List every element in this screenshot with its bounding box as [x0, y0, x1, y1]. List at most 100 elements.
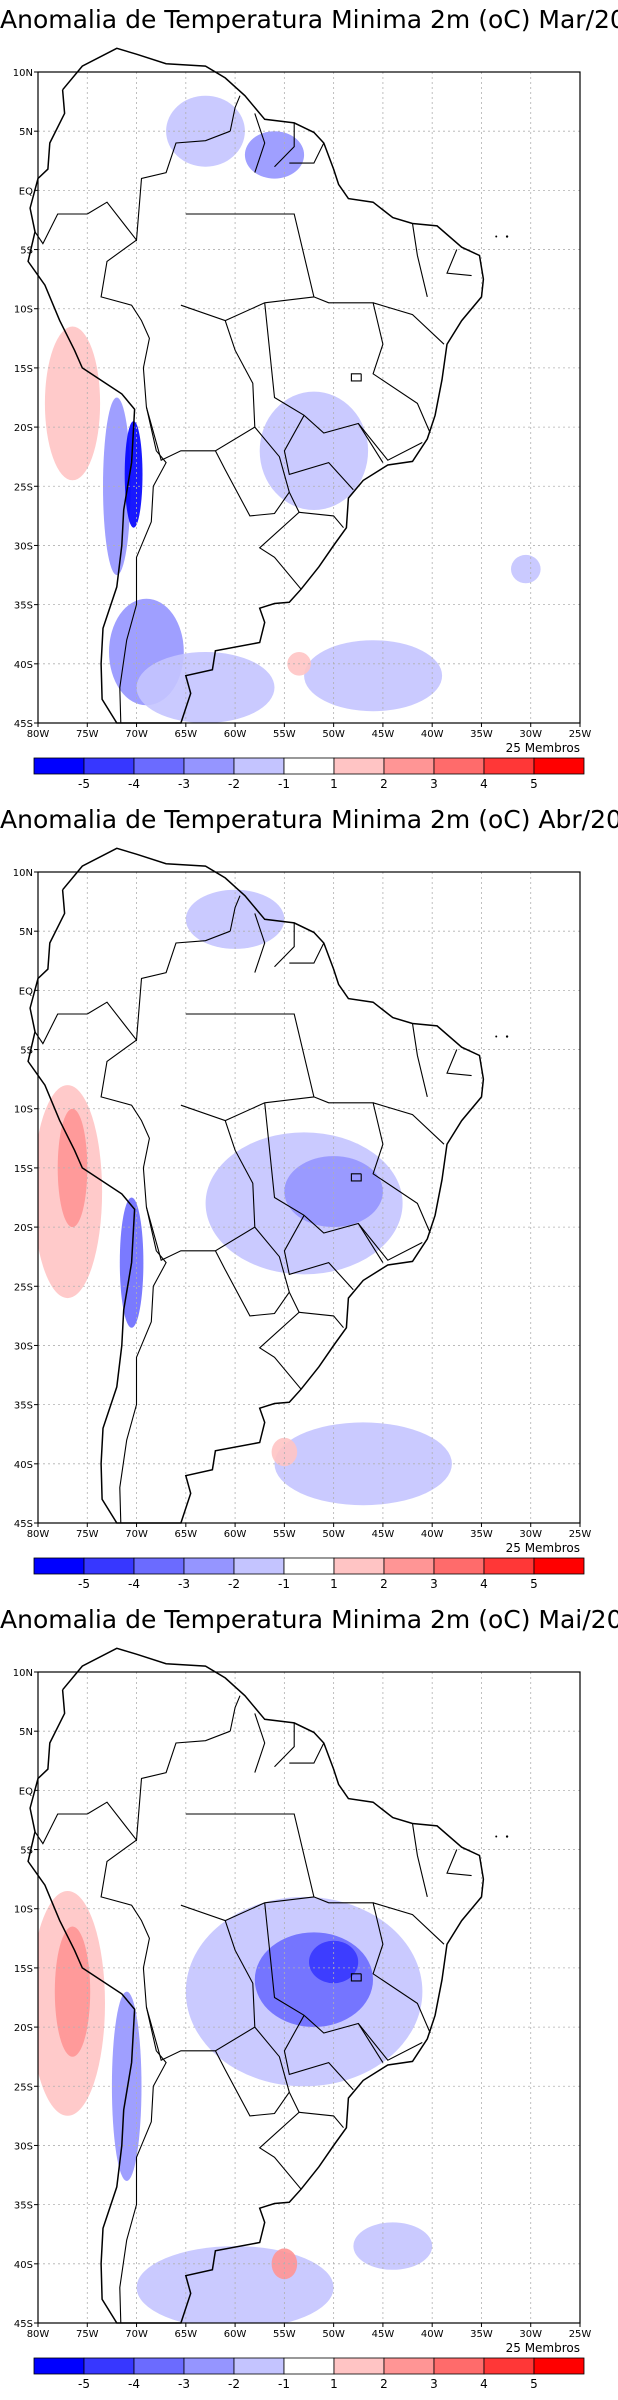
legend-swatch — [383, 757, 435, 775]
lon-tick-label: 40W — [421, 2329, 444, 2340]
lat-tick-label: 10S — [14, 305, 33, 316]
lon-tick-label: 25W — [569, 2329, 592, 2340]
country-border — [372, 302, 445, 345]
country-border — [411, 1823, 428, 1898]
country-border — [100, 239, 150, 408]
lon-tick-label: 55W — [273, 1529, 296, 1540]
lat-tick-label: 35S — [14, 1401, 33, 1412]
legend-swatch — [233, 1557, 285, 1575]
anomaly-area — [353, 2222, 433, 2270]
lat-tick-label: 5N — [19, 927, 33, 938]
lat-tick-label: 45S — [14, 2319, 33, 2330]
anomaly-area — [103, 397, 131, 576]
lon-tick-label: 70W — [125, 2329, 148, 2340]
lat-tick-label: 10S — [14, 1905, 33, 1916]
legend-label: -1 — [278, 2377, 290, 2391]
legend-swatch — [433, 757, 485, 775]
map-panel-mai: Anomalia de Temperatura Minima 2m (oC) M… — [0, 1600, 618, 2400]
lon-tick-label: 75W — [76, 2329, 99, 2340]
lat-tick-label: 35S — [14, 2201, 33, 2212]
anomaly-area — [185, 889, 285, 949]
lat-tick-label: 45S — [14, 719, 33, 730]
legend-swatch — [183, 757, 235, 775]
lat-tick-label: 5S — [20, 1046, 33, 1057]
legend-swatch — [83, 2357, 135, 2375]
lat-tick-label: 5N — [19, 127, 33, 138]
legend-label: 1 — [330, 2377, 338, 2391]
legend-label: -4 — [128, 1577, 140, 1590]
country-border — [274, 922, 295, 968]
legend-swatch — [283, 2357, 335, 2375]
legend-label: 3 — [430, 1577, 438, 1590]
legend-label: -4 — [128, 777, 140, 790]
legend-label: 4 — [480, 1577, 488, 1590]
legend-swatch — [33, 2357, 85, 2375]
country-border — [350, 1973, 362, 1982]
country-border — [87, 130, 231, 242]
anomaly-shading — [44, 95, 541, 723]
anomaly-map: 80W 75W 70W 65W 60W 55W 50W 45W 40W 35W 30W 25W 10N 5… — [13, 847, 591, 1590]
country-border — [214, 2050, 290, 2117]
lon-tick-label: 65W — [175, 2329, 198, 2340]
country-border — [264, 1902, 384, 2063]
legend-label: 4 — [480, 2377, 488, 2391]
map-border — [37, 871, 581, 1524]
legend-swatch — [133, 1557, 185, 1575]
members-label: 25 Membros — [506, 2341, 580, 2355]
map-title: Anomalia de Temperatura Minima 2m (oC) M… — [0, 1605, 618, 1634]
anomaly-area — [124, 421, 143, 528]
anomaly-shading — [38, 1891, 433, 2323]
lat-tick-label: 25S — [14, 1282, 33, 1293]
country-border — [372, 1102, 445, 1145]
anomaly-area — [511, 554, 541, 584]
coastline — [27, 47, 485, 724]
legend-label: -2 — [228, 2377, 240, 2391]
map-border — [37, 1671, 581, 2324]
legend-swatch — [233, 2357, 285, 2375]
legend-swatch — [483, 2357, 535, 2375]
lon-tick-label: 35W — [470, 2329, 493, 2340]
lat-tick-label: 40S — [14, 1460, 33, 1471]
legend-label: -3 — [178, 2377, 190, 2391]
country-border — [446, 1849, 472, 1877]
lon-tick-label: 75W — [76, 1529, 99, 1540]
legend-swatch — [83, 1557, 135, 1575]
lat-tick-label: 30S — [14, 2141, 33, 2152]
lat-tick-label: 20S — [14, 2023, 33, 2034]
lon-tick-label: 75W — [76, 729, 99, 740]
anomaly-area — [111, 1991, 142, 2181]
island — [495, 235, 498, 238]
lon-tick-label: 80W — [27, 2329, 50, 2340]
lat-tick-label: 25S — [14, 2082, 33, 2093]
members-label: 25 Membros — [506, 1541, 580, 1555]
legend-swatch — [133, 757, 185, 775]
legend-label: 1 — [330, 1577, 338, 1590]
legend-label: -2 — [228, 1577, 240, 1590]
country-border — [264, 1102, 384, 1263]
legend-swatch — [333, 2357, 385, 2375]
lon-tick-label: 50W — [322, 1529, 345, 1540]
lat-tick-label: EQ — [19, 986, 33, 997]
lat-tick-label: 15S — [14, 364, 33, 375]
grid-lines — [38, 872, 580, 1523]
anomaly-area — [284, 1156, 383, 1228]
legend-label: 4 — [480, 777, 488, 790]
anomaly-area — [44, 326, 101, 481]
lat-tick-label: EQ — [19, 186, 33, 197]
lat-tick-label: 40S — [14, 660, 33, 671]
legend-label: -3 — [178, 1577, 190, 1590]
country-border — [289, 1742, 325, 1764]
country-border — [87, 930, 231, 1042]
lon-tick-label: 65W — [175, 1529, 198, 1540]
country-border — [254, 913, 266, 973]
lat-tick-label: 10N — [13, 868, 33, 879]
legend-swatch — [483, 757, 535, 775]
lat-tick-label: 20S — [14, 1223, 33, 1234]
lon-tick-label: 70W — [125, 729, 148, 740]
country-border — [274, 1722, 295, 1768]
lat-tick-label: 35S — [14, 601, 33, 612]
legend-label: -5 — [78, 2377, 90, 2391]
legend-label: 5 — [530, 1577, 538, 1590]
country-border — [350, 1173, 362, 1182]
anomaly-map: 80W 75W 70W 65W 60W 55W 50W 45W 40W 35W 30W 25W 10N 5… — [13, 1647, 592, 2391]
